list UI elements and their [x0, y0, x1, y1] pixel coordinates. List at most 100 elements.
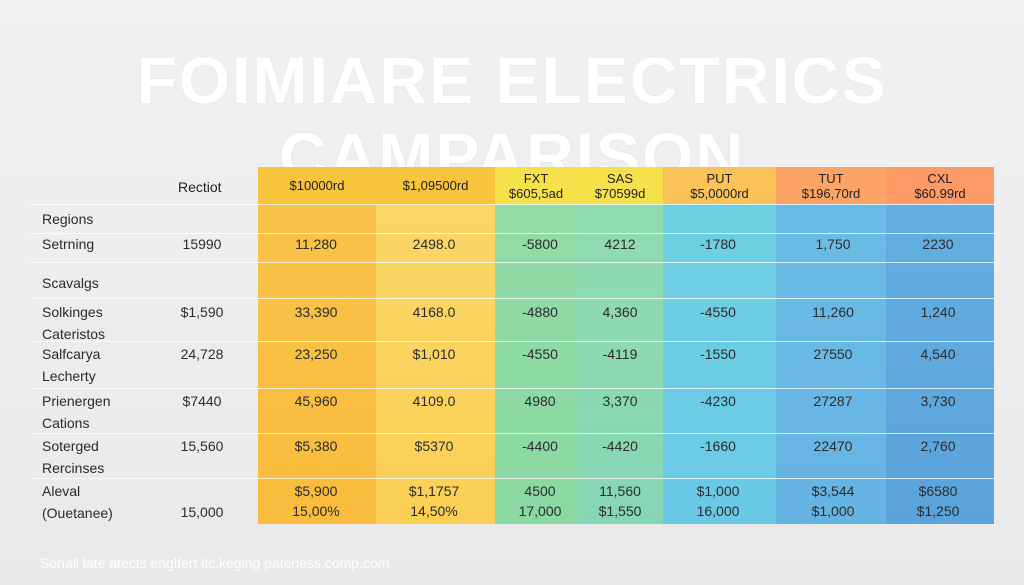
row-label: Prienergen Cations	[42, 390, 111, 434]
table-cell: -4550	[522, 346, 558, 362]
table-cell: 2,760	[920, 438, 956, 454]
column-header: SAS $70599d	[577, 167, 663, 204]
column-header: FXT $605,5ad	[495, 167, 577, 204]
column-band-3	[495, 167, 577, 524]
table-cell: 45,960	[294, 393, 338, 409]
table-cell-first: $1,590	[180, 304, 224, 320]
header-band-2	[495, 167, 663, 204]
column-band-5	[663, 167, 776, 524]
row-label-line: Prienergen	[42, 393, 111, 409]
table-cell: $6580	[918, 483, 958, 499]
table-cell: -1780	[700, 236, 736, 252]
column-header-line: $605,5ad	[508, 185, 564, 201]
column-band-2	[376, 167, 495, 524]
row-label: Solkinges Cateristos	[42, 301, 105, 345]
table-cell: 11,260	[812, 304, 854, 320]
column-header-line: $1,09500rd	[402, 178, 469, 193]
table-cell: 4212	[604, 236, 636, 252]
table-cell: $1,250	[916, 503, 960, 519]
row-label: Aleval (Ouetanee)	[42, 480, 113, 524]
column-header-line: SAS	[606, 170, 633, 186]
row-label-line: (Ouetanee)	[42, 505, 113, 521]
column-header: $1,09500rd	[376, 167, 495, 204]
table-cell: 4,360	[602, 304, 638, 320]
table-cell: -4400	[522, 438, 558, 454]
column-header: TUT $196,70rd	[776, 167, 886, 204]
table-cell: -4880	[522, 304, 558, 320]
column-header-line: $10000rd	[289, 178, 345, 193]
table-cell-first: 15,560	[180, 438, 224, 454]
table-cell-first: $7440	[182, 393, 222, 409]
table-cell: -4119	[602, 346, 638, 362]
column-band-4	[577, 167, 663, 524]
table-cell: 15,00%	[292, 503, 340, 519]
column-band-6	[776, 167, 886, 524]
column-header-line: PUT	[706, 170, 733, 186]
row-label-line: Cations	[42, 415, 90, 431]
column-band-7	[886, 167, 994, 524]
table-cell: 3,370	[602, 393, 638, 409]
table-cell: 27550	[813, 346, 853, 362]
table-cell: $1,000	[811, 503, 855, 519]
row-label: Salfcarya Lecherty	[42, 343, 100, 387]
header-band-5	[886, 167, 994, 204]
table-cell: 4109.0	[412, 393, 456, 409]
table-cell: $1,1757	[408, 483, 460, 499]
table-cell: 2498.0	[412, 236, 456, 252]
row-label-line: Setrning	[42, 236, 95, 252]
table-cell: 4980	[524, 393, 556, 409]
column-header: CXL $60.99rd	[886, 167, 994, 204]
column-header: PUT $5,0000rd	[663, 167, 776, 204]
row-label-line: Rercinses	[42, 460, 105, 476]
table-cell: $5,900	[294, 483, 338, 499]
row-header-label: Rectiot	[178, 179, 222, 195]
column-header-line: $60.99rd	[914, 185, 966, 201]
table-cell: -1550	[700, 346, 736, 362]
table-cell: 2230	[922, 236, 954, 252]
header-band-4	[776, 167, 886, 204]
footer-text: Sonall late atects englfert itc.keging p…	[40, 555, 390, 571]
table-cell: 16,000	[696, 503, 740, 519]
table-cell: $3,544	[811, 483, 855, 499]
column-header-line: FXT	[523, 170, 549, 186]
row-label-line: Scavalgs	[42, 275, 99, 291]
row-separator	[30, 388, 994, 389]
row-label-line: Solkinges	[42, 304, 103, 320]
row-label: Sotergеd Rercinses	[42, 435, 104, 479]
table-cell: $1,010	[412, 346, 456, 362]
table-cell: -4550	[700, 304, 736, 320]
table-cell: -5800	[522, 236, 558, 252]
row-label-line: Regions	[42, 211, 94, 227]
row-label-line: Salfcarya	[42, 346, 101, 362]
row-separator	[30, 262, 994, 263]
row-label-line: Sotergеd	[42, 438, 99, 454]
row-label: Regions	[42, 208, 93, 230]
table-cell: 4500	[524, 483, 556, 499]
table-cell-first: 15,000	[180, 504, 224, 520]
row-label-line: Lecherty	[42, 368, 96, 384]
table-cell: $5,380	[294, 438, 338, 454]
table-cell: -1660	[700, 438, 736, 454]
table-cell: 11,560	[599, 483, 641, 499]
row-separator	[30, 341, 994, 342]
table-cell: $1,000	[696, 483, 740, 499]
column-band-1	[258, 167, 376, 524]
table-cell: 22470	[813, 438, 853, 454]
row-separator	[30, 298, 994, 299]
row-separator	[30, 433, 994, 434]
table-cell: $5370	[414, 438, 454, 454]
table-cell-first: 15990	[182, 236, 222, 252]
row-separator	[30, 204, 994, 205]
table-cell: 3,730	[920, 393, 956, 409]
table-cell: 17,000	[518, 503, 562, 519]
table-cell: 14,50%	[410, 503, 458, 519]
table-cell: 1,750	[815, 236, 851, 252]
column-header-line: $70599d	[594, 185, 646, 201]
column-header-line: TUT	[818, 170, 844, 186]
table-cell: 1,240	[920, 304, 956, 320]
page-title: FOIMIARE ELECTRICS CAMPARISON	[136, 43, 888, 193]
table-cell: 27287	[813, 393, 853, 409]
header-band-3	[663, 167, 776, 204]
row-label-line: Cateristos	[42, 326, 106, 342]
table-cell: 4168.0	[412, 304, 456, 320]
